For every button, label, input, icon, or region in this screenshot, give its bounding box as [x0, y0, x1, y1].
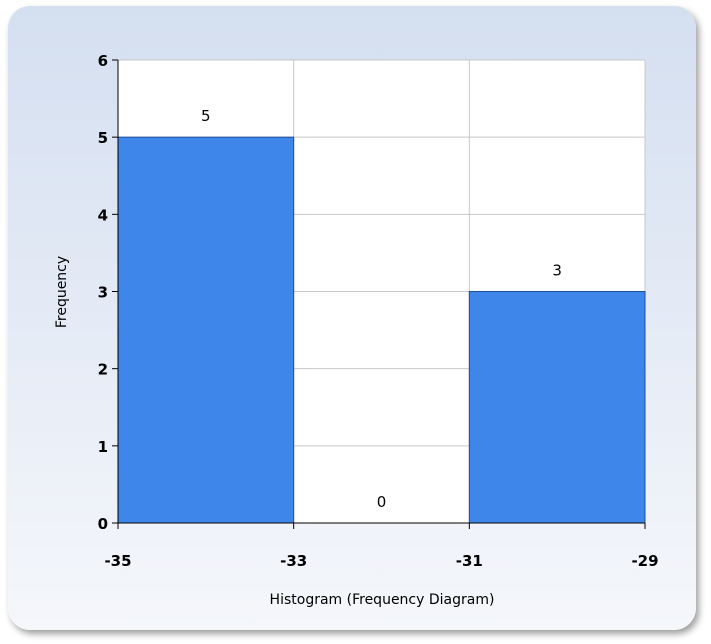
x-tick-label: -29	[631, 552, 658, 570]
y-tick-label: 3	[98, 284, 108, 302]
x-axis-ticks: -35 -33 -31 -29	[104, 523, 659, 570]
bar-value-label: 0	[377, 493, 387, 511]
data-labels: 5 0 3	[201, 107, 562, 511]
x-tick-label: -35	[104, 552, 131, 570]
histogram-bar	[468, 291, 646, 524]
y-tick-label: 0	[98, 515, 108, 533]
x-tick-label: -31	[456, 552, 483, 570]
y-tick-label: 5	[98, 129, 108, 147]
y-tick-label: 4	[98, 206, 108, 224]
y-tick-label: 6	[98, 52, 108, 70]
y-tick-label: 1	[98, 438, 108, 456]
bars	[117, 136, 646, 524]
bar-value-label: 5	[201, 107, 211, 125]
x-tick-label: -33	[280, 552, 307, 570]
histogram-bar	[117, 136, 295, 524]
y-tick-label: 2	[98, 361, 108, 379]
y-axis-title: Frequency	[54, 256, 70, 328]
y-axis-ticks: 0 1 2 3 4 5 6	[98, 52, 118, 533]
x-axis-title: Histogram (Frequency Diagram)	[270, 592, 495, 608]
bar-value-label: 3	[552, 262, 562, 280]
